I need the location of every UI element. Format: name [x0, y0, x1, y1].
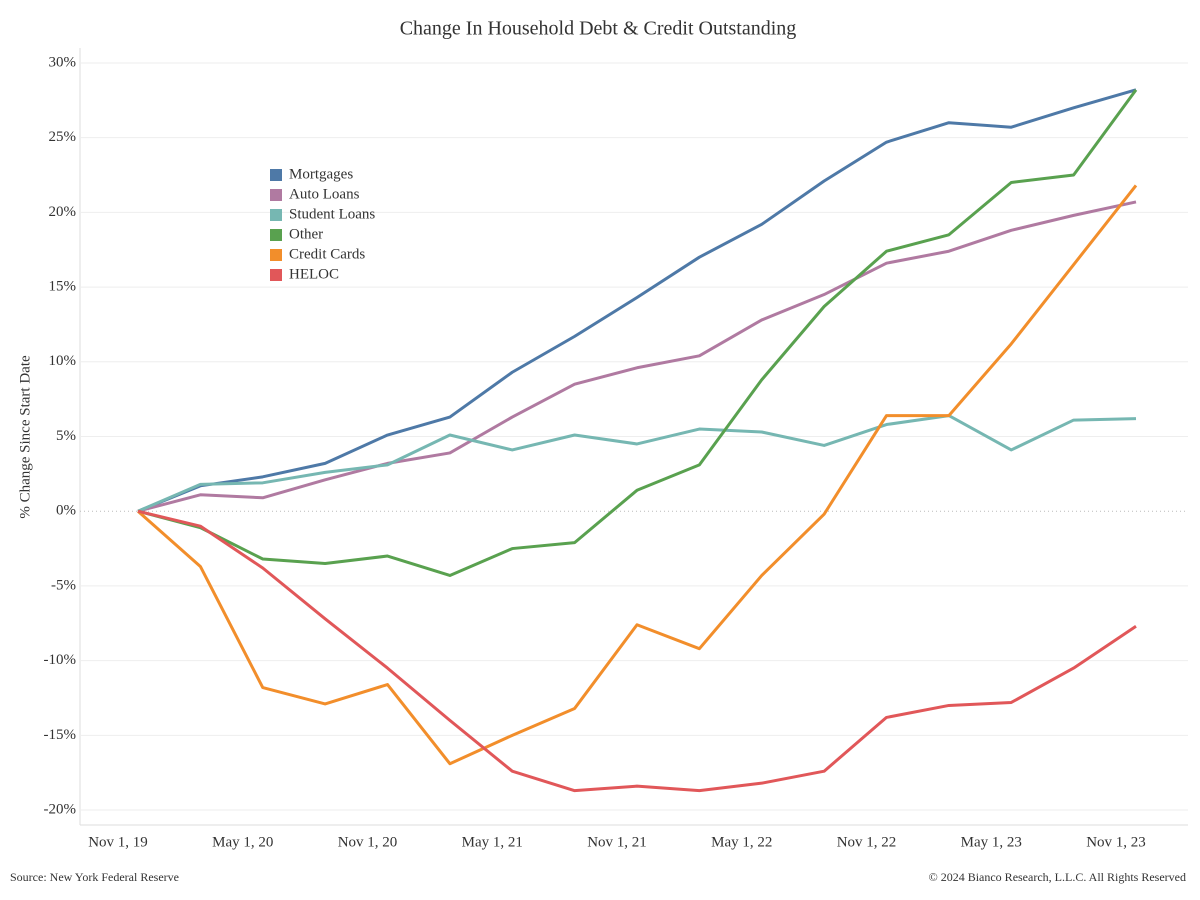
chart-title: Change In Household Debt & Credit Outsta…: [400, 18, 797, 40]
copyright: © 2024 Bianco Research, L.L.C. All Right…: [929, 870, 1186, 884]
y-tick-label: -20%: [44, 801, 77, 817]
y-axis-label: % Change Since Start Date: [17, 355, 33, 519]
legend-swatch: [270, 209, 282, 221]
legend-label: HELOC: [289, 266, 339, 282]
series-line: [137, 200, 1137, 513]
y-tick-label: 15%: [49, 279, 77, 295]
x-tick-label: Nov 1, 21: [587, 834, 647, 850]
y-tick-label: -5%: [51, 577, 76, 593]
legend-swatch: [270, 249, 282, 261]
legend-swatch: [270, 169, 282, 181]
source: Source: New York Federal Reserve: [10, 870, 179, 884]
y-tick-label: -10%: [44, 652, 77, 668]
x-tick-label: May 1, 20: [212, 834, 273, 850]
x-tick-label: Nov 1, 20: [338, 834, 398, 850]
y-tick-label: 0%: [56, 503, 76, 519]
series-line: [137, 184, 1138, 766]
legend-swatch: [270, 189, 282, 201]
legend-label: Student Loans: [289, 206, 375, 222]
series-line: [137, 509, 1137, 793]
x-tick-label: May 1, 23: [961, 834, 1022, 850]
x-tick-label: Nov 1, 23: [1086, 834, 1146, 850]
series-line: [137, 414, 1137, 513]
y-tick-label: 10%: [49, 353, 77, 369]
y-tick-label: 20%: [49, 204, 77, 220]
y-tick-label: 5%: [56, 428, 76, 444]
legend-label: Other: [289, 226, 323, 242]
y-tick-label: 30%: [49, 54, 77, 70]
x-tick-label: Nov 1, 22: [837, 834, 897, 850]
y-tick-label: 25%: [49, 129, 77, 145]
series-line: [137, 88, 1137, 513]
legend-swatch: [270, 229, 282, 241]
legend-swatch: [270, 269, 282, 281]
series-line: [137, 88, 1138, 577]
y-tick-label: -15%: [44, 727, 77, 743]
x-tick-label: May 1, 22: [711, 834, 772, 850]
legend-label: Auto Loans: [289, 186, 360, 202]
legend-label: Credit Cards: [289, 246, 365, 262]
x-tick-label: May 1, 21: [462, 834, 523, 850]
x-tick-label: Nov 1, 19: [88, 834, 148, 850]
legend-label: Mortgages: [289, 166, 353, 182]
